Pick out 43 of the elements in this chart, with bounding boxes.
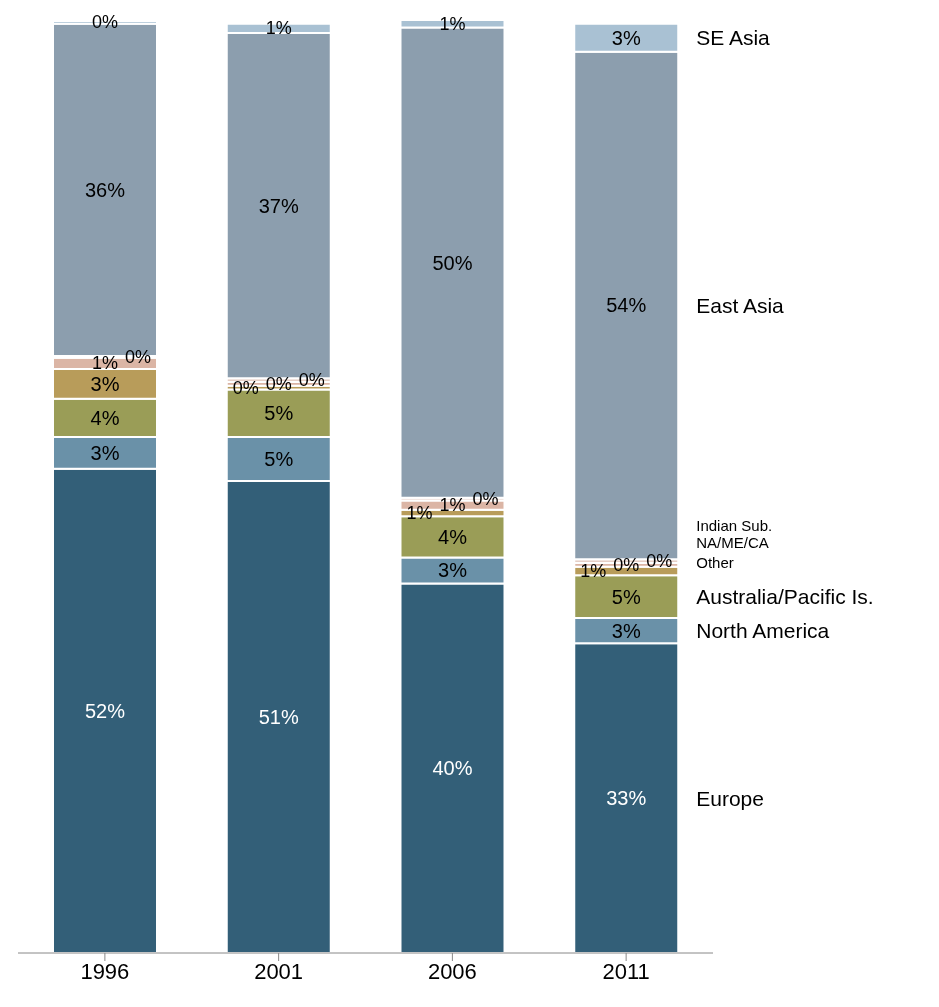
data-label: 3% bbox=[90, 441, 120, 464]
data-label: 0% bbox=[472, 489, 499, 510]
data-label: 0% bbox=[124, 346, 152, 367]
data-label: 0% bbox=[646, 551, 673, 572]
data-label: 0% bbox=[265, 373, 292, 394]
data-label: 0% bbox=[232, 377, 259, 398]
x-tick-label: 1996 bbox=[80, 958, 130, 984]
data-label: 33% bbox=[606, 787, 647, 810]
data-label: 0% bbox=[613, 554, 640, 575]
series-label: NA/ME/CA bbox=[696, 534, 769, 552]
x-tick-label: 2006 bbox=[427, 958, 477, 984]
data-label: 51% bbox=[258, 705, 299, 728]
data-label: 52% bbox=[84, 699, 126, 722]
x-tick-label: 2011 bbox=[602, 958, 650, 984]
data-label: 0% bbox=[91, 12, 119, 33]
series-label: East Asia bbox=[696, 294, 785, 317]
data-label: 40% bbox=[432, 757, 473, 780]
data-label: 54% bbox=[606, 294, 647, 317]
data-label: 5% bbox=[611, 585, 641, 608]
data-label: 4% bbox=[90, 406, 120, 429]
data-label: 37% bbox=[258, 194, 299, 217]
series-label: Australia/Pacific Is. bbox=[696, 585, 874, 609]
text: Indian Sub. bbox=[696, 516, 773, 534]
data-label: 3% bbox=[611, 26, 641, 49]
data-label: 1% bbox=[91, 353, 119, 374]
series-label: SE Asia bbox=[696, 26, 771, 50]
data-label: 5% bbox=[264, 447, 294, 470]
data-label: 5% bbox=[264, 402, 294, 425]
data-label: 1% bbox=[265, 18, 292, 39]
data-label: 3% bbox=[611, 619, 641, 642]
series-label: North America bbox=[696, 619, 830, 643]
data-label: 3% bbox=[90, 372, 120, 395]
data-label: 1% bbox=[439, 13, 466, 34]
data-label: 50% bbox=[432, 251, 473, 274]
series-label: Europe bbox=[696, 786, 764, 810]
data-label: 1% bbox=[406, 503, 433, 524]
data-label: 4% bbox=[438, 525, 468, 548]
data-label: 1% bbox=[439, 495, 466, 516]
data-label: 3% bbox=[438, 559, 468, 582]
x-tick-label: 2001 bbox=[254, 958, 304, 984]
data-label: 0% bbox=[298, 370, 325, 391]
data-label: 36% bbox=[84, 178, 126, 201]
series-label: Other bbox=[696, 554, 734, 572]
